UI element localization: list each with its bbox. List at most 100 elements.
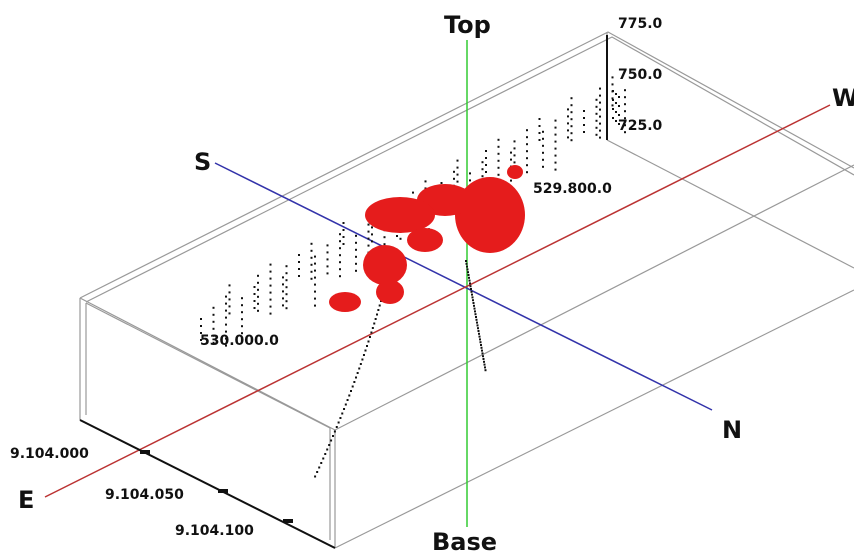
sample-point <box>253 286 256 288</box>
sample-point <box>332 435 334 437</box>
sample-point <box>257 295 259 298</box>
sample-point <box>483 363 486 366</box>
sample-point <box>335 426 338 428</box>
top-label: Top <box>444 11 491 39</box>
sample-point <box>570 97 573 100</box>
sample-point <box>355 262 357 265</box>
sample-point <box>624 131 626 134</box>
sample-point <box>285 293 288 296</box>
sample-point <box>595 119 598 122</box>
sample-point <box>567 136 569 139</box>
sample-point <box>510 179 512 182</box>
sample-point <box>225 316 227 319</box>
sample-point <box>538 132 541 134</box>
sample-point <box>350 390 352 392</box>
sample-point <box>326 258 329 261</box>
sample-point <box>583 110 585 112</box>
sample-point <box>355 269 357 272</box>
sample-point <box>339 247 341 250</box>
sample-point <box>583 131 585 133</box>
sample-point <box>618 96 620 98</box>
sample-point <box>370 331 373 334</box>
sample-point <box>485 171 487 173</box>
sample-point <box>467 271 469 274</box>
east-west-axis <box>44 104 831 498</box>
sample-point <box>257 274 259 277</box>
sample-point <box>342 222 345 224</box>
northing-label: 9.104.100 <box>175 523 254 539</box>
sample-point <box>538 125 541 127</box>
sample-point <box>554 161 557 164</box>
sample-point <box>583 117 585 119</box>
sample-point <box>351 385 354 388</box>
sample-point <box>595 98 598 101</box>
sample-point <box>339 417 342 419</box>
sample-point <box>612 117 614 119</box>
tick-marks <box>79 35 608 549</box>
sample-point <box>466 268 469 271</box>
sample-point <box>485 157 487 159</box>
sample-point <box>341 412 344 415</box>
sample-point <box>366 345 368 347</box>
sample-point <box>624 117 626 120</box>
sample-point <box>225 309 227 312</box>
sample-point <box>358 367 361 370</box>
sample-point <box>469 282 471 285</box>
sample-point <box>470 290 473 293</box>
sample-point <box>362 354 365 356</box>
sample-point <box>326 244 329 247</box>
sample-point <box>570 111 573 114</box>
sample-point <box>282 304 284 307</box>
sample-point <box>599 108 601 111</box>
sample-point <box>212 327 215 330</box>
sample-point <box>526 157 528 160</box>
sample-point <box>481 168 484 171</box>
sample-point <box>471 293 473 296</box>
sample-point <box>314 269 316 272</box>
sample-point <box>567 115 569 118</box>
sample-point <box>467 274 470 276</box>
sample-point <box>526 171 528 174</box>
sample-point <box>468 279 471 282</box>
sample-point <box>353 381 356 383</box>
sample-point <box>473 304 475 307</box>
sample-point <box>618 105 620 107</box>
sample-point <box>510 158 512 161</box>
sample-point <box>298 275 300 277</box>
north-label: N <box>722 416 742 444</box>
sample-point <box>339 254 341 257</box>
sample-point <box>481 349 483 352</box>
sample-point <box>599 115 601 118</box>
sample-point <box>339 233 341 236</box>
sample-point <box>368 336 371 338</box>
sample-point <box>314 475 317 478</box>
sample-point <box>314 276 316 279</box>
sample-point <box>474 313 477 316</box>
sample-point <box>453 170 455 173</box>
sample-point <box>310 263 313 266</box>
sample-point <box>554 133 557 136</box>
sample-point <box>497 138 500 141</box>
sample-point <box>359 363 362 365</box>
sample-point <box>469 285 472 288</box>
sample-point <box>542 144 544 147</box>
sample-point <box>595 105 598 108</box>
sample-point <box>339 261 341 264</box>
sample-point <box>298 261 300 263</box>
sample-point <box>612 90 614 92</box>
sample-point <box>526 129 528 132</box>
sample-point <box>225 337 227 340</box>
sample-point <box>615 93 617 95</box>
sample-point <box>333 430 336 433</box>
sample-point <box>526 136 528 139</box>
sample-point <box>241 304 243 307</box>
sample-point <box>485 164 487 166</box>
sample-point <box>456 159 459 162</box>
sample-point <box>497 145 500 148</box>
sample-point <box>241 339 243 342</box>
sample-point <box>269 312 272 315</box>
box-edge <box>85 302 331 429</box>
sample-point <box>200 318 202 320</box>
sample-point <box>314 262 316 265</box>
sample-point <box>371 233 373 236</box>
